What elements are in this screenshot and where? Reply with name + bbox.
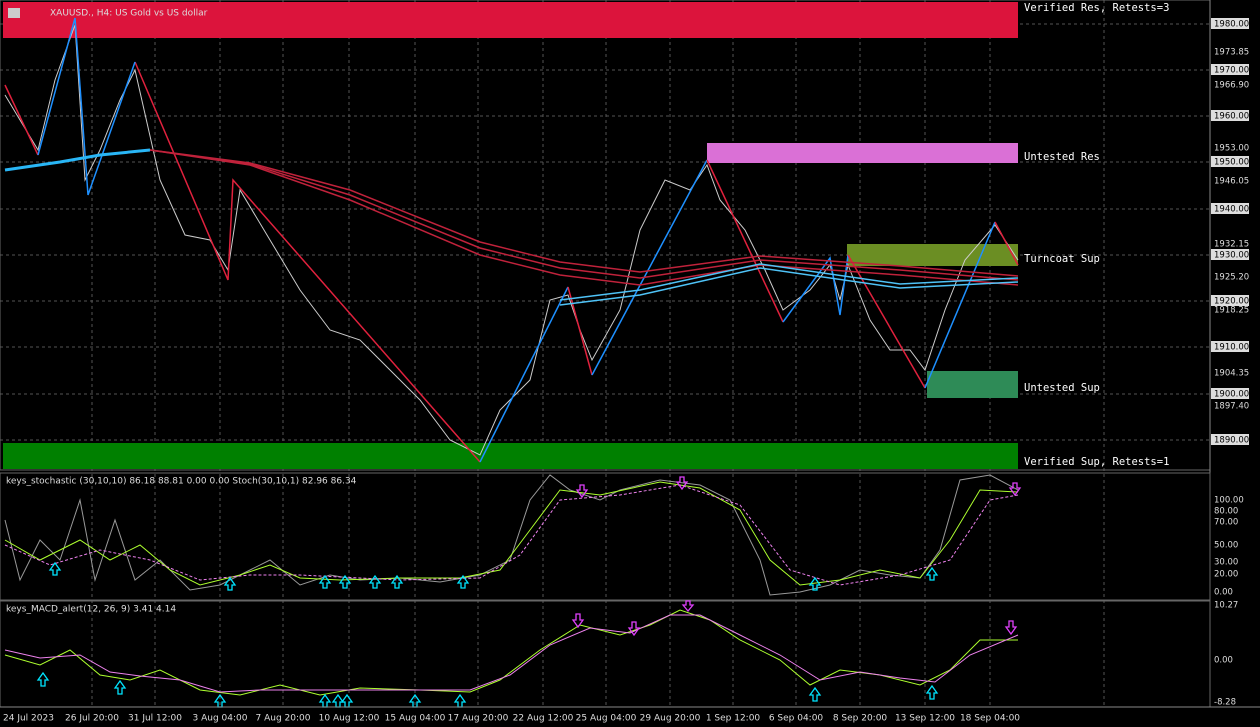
zone-untested-sup xyxy=(927,371,1018,398)
macd-axis-label: 0.00 xyxy=(1214,656,1233,666)
price-label: 1960.00 xyxy=(1214,112,1249,122)
price-axis: 1980.00 1973.85 1970.00 1966.90 1960.00 … xyxy=(1209,0,1249,707)
price-label: 1953.00 xyxy=(1214,144,1249,154)
time-label: 22 Aug 12:00 xyxy=(513,714,574,724)
zigzag xyxy=(134,61,481,463)
stoch-axis-label: 30.00 xyxy=(1214,558,1238,568)
price-label: 1904.35 xyxy=(1214,369,1249,379)
time-label: 13 Sep 12:00 xyxy=(895,714,955,724)
zigzag-down xyxy=(4,84,39,156)
price-label: 1973.85 xyxy=(1214,48,1249,58)
zone-label: Verified Sup, Retests=1 xyxy=(1024,456,1169,468)
price-label: 1932.15 xyxy=(1214,240,1249,250)
time-label: 29 Aug 20:00 xyxy=(640,714,701,724)
zone-label: Verified Res, Retests=3 xyxy=(1024,2,1169,14)
zigzag xyxy=(567,286,593,376)
time-label: 3 Aug 04:00 xyxy=(193,714,248,724)
time-label: 26 Jul 20:00 xyxy=(65,714,119,724)
zigzag xyxy=(37,17,136,196)
price-label: 1910.00 xyxy=(1214,343,1249,353)
time-label: 6 Sep 04:00 xyxy=(769,714,824,724)
price-label: 1920.00 xyxy=(1214,297,1249,307)
zigzag xyxy=(591,159,708,376)
zigzag xyxy=(847,254,926,389)
price-label: 1925.20 xyxy=(1214,273,1249,283)
zone-label: Turncoat Sup xyxy=(1024,253,1100,265)
zone-verified-sup xyxy=(3,443,1018,469)
price-line xyxy=(4,24,1019,456)
price-label: 1946.05 xyxy=(1214,177,1249,187)
stoch-axis-label: 0.00 xyxy=(1214,588,1233,598)
time-label: 10 Aug 12:00 xyxy=(319,714,380,724)
time-label: 1 Sep 12:00 xyxy=(706,714,761,724)
ma-cyan xyxy=(4,148,151,172)
zigzag xyxy=(782,254,849,323)
zigzag xyxy=(924,221,996,389)
time-label: 8 Sep 20:00 xyxy=(833,714,888,724)
time-label: 18 Sep 04:00 xyxy=(960,714,1020,724)
zone-verified-res xyxy=(3,2,1018,38)
ma-blue xyxy=(559,263,1019,306)
zigzag xyxy=(706,159,784,323)
chart-title: XAUUSD., H4: US Gold vs US dollar xyxy=(50,9,208,19)
price-label: 1970.00 xyxy=(1214,66,1249,76)
ma-red xyxy=(149,149,1019,286)
price-label: 1980.00 xyxy=(1214,20,1249,30)
price-label: 1950.00 xyxy=(1214,158,1249,168)
time-label: 17 Aug 20:00 xyxy=(448,714,509,724)
zigzag xyxy=(479,286,569,463)
stoch-axis-label: 80.00 xyxy=(1214,507,1238,517)
stoch-axis-label: 100.00 xyxy=(1214,496,1244,506)
time-label: 24 Jul 2023 xyxy=(3,714,54,724)
price-label: 1900.00 xyxy=(1214,390,1249,400)
price-label: 1966.90 xyxy=(1214,81,1249,91)
indicator-header: keys_stochastic (30,10,10) 86.18 88.81 0… xyxy=(6,477,357,487)
zone-untested-res xyxy=(707,143,1018,163)
zigzag xyxy=(994,221,1019,266)
zone-turncoat-sup xyxy=(847,244,1018,266)
macd-axis-label: -8.28 xyxy=(1214,698,1236,708)
stoch-axis-label: 70.00 xyxy=(1214,518,1238,528)
macd-axis-label: 10.27 xyxy=(1214,601,1238,611)
price-label: 1897.40 xyxy=(1214,402,1249,412)
price-label: 1918.25 xyxy=(1214,306,1249,316)
price-label: 1940.00 xyxy=(1214,205,1249,215)
time-label: 25 Aug 04:00 xyxy=(576,714,637,724)
zone-label: Untested Sup xyxy=(1024,382,1100,394)
icon xyxy=(8,8,20,18)
price-label: 1930.00 xyxy=(1214,251,1249,261)
stoch-axis-label: 20.00 xyxy=(1214,570,1238,580)
zone-label: Untested Res xyxy=(1024,151,1100,163)
price-label: 1890.00 xyxy=(1214,436,1249,446)
time-axis: 24 Jul 2023 26 Jul 20:00 31 Jul 12:00 3 … xyxy=(0,706,1260,724)
stoch-panel: keys_stochastic (30,10,10) 86.18 88.81 0… xyxy=(0,472,1244,601)
time-label: 15 Aug 04:00 xyxy=(385,714,446,724)
indicator-header: keys_MACD_alert(12, 26, 9) 3.41 4.14 xyxy=(6,605,176,615)
time-label: 31 Jul 12:00 xyxy=(128,714,182,724)
macd-panel: keys_MACD_alert(12, 26, 9) 3.41 4.14 10.… xyxy=(0,600,1238,708)
stoch-axis-label: 50.00 xyxy=(1214,541,1238,551)
time-label: 7 Aug 20:00 xyxy=(256,714,311,724)
